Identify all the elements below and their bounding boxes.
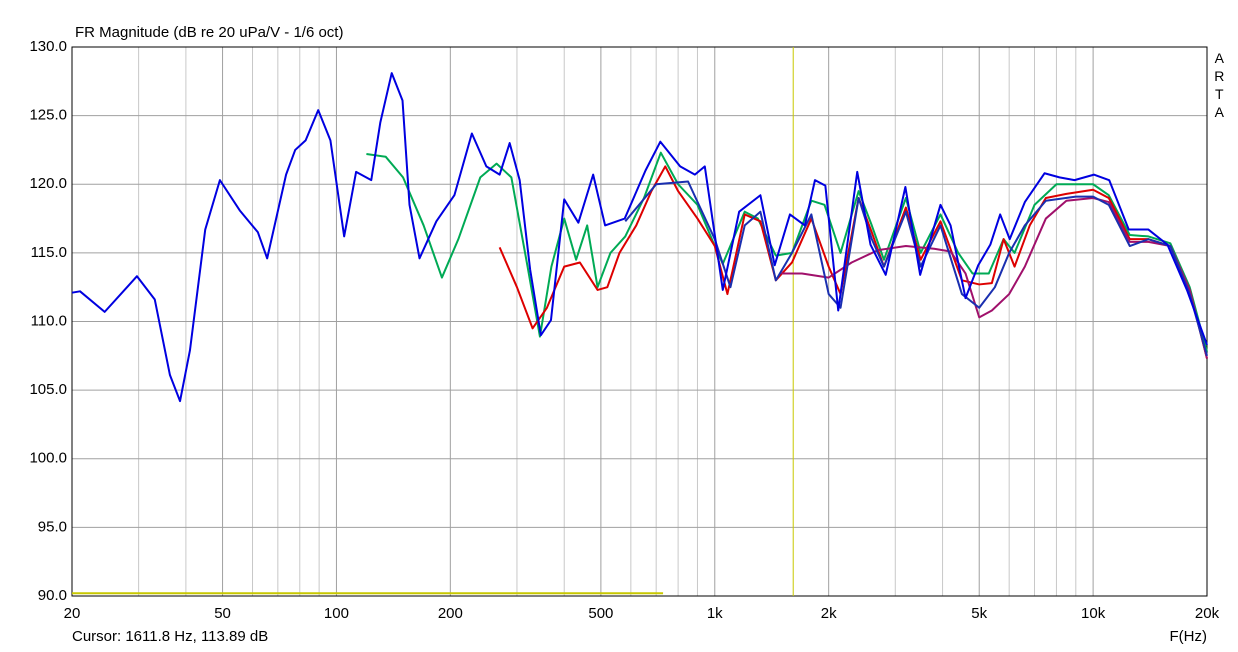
series-line — [71, 72, 1208, 403]
y-tick-label: 110.0 — [31, 312, 67, 329]
y-tick-label: 115.0 — [31, 244, 67, 261]
x-tick-label: 50 — [214, 605, 231, 622]
x-tick-label: 1k — [707, 605, 723, 622]
x-tick-label: 200 — [438, 605, 463, 622]
x-tick-label: 20k — [1195, 605, 1220, 622]
y-tick-label: 105.0 — [29, 381, 67, 398]
y-tick-label: 125.0 — [29, 107, 67, 124]
x-tick-label: 20 — [64, 605, 81, 622]
cursor-readout: Cursor: 1611.8 Hz, 113.89 dB — [72, 628, 268, 645]
x-axis-label: F(Hz) — [1170, 628, 1208, 645]
x-tick-label: 500 — [588, 605, 613, 622]
chart-title: FR Magnitude (dB re 20 uPa/V - 1/6 oct) — [75, 24, 343, 41]
x-tick-label: 10k — [1081, 605, 1106, 622]
y-tick-label: 90.0 — [38, 587, 67, 604]
plot-frame — [71, 46, 1208, 597]
y-tick-label: 100.0 — [29, 450, 67, 467]
watermark: ARTA — [1211, 50, 1227, 122]
x-tick-label: 100 — [324, 605, 349, 622]
y-tick-label: 130.0 — [29, 38, 67, 55]
x-tick-label: 2k — [821, 605, 837, 622]
y-tick-label: 120.0 — [29, 175, 67, 192]
x-tick-label: 5k — [971, 605, 987, 622]
y-tick-label: 95.0 — [38, 518, 67, 535]
